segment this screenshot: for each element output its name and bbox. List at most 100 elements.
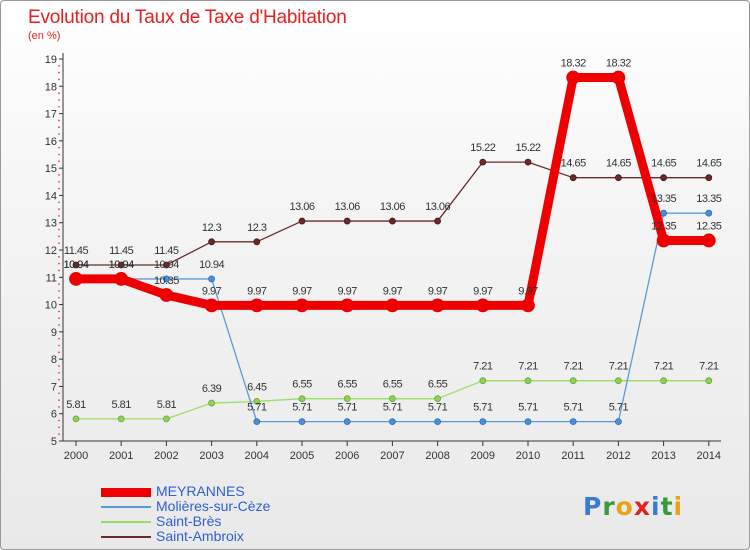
data-label: 6.45 [247, 381, 267, 393]
data-point [569, 174, 577, 182]
data-label: 14.65 [696, 158, 721, 170]
data-point [72, 415, 80, 423]
data-point [298, 418, 306, 426]
y-minor-dot [58, 215, 60, 217]
y-minor-dot [58, 235, 60, 238]
data-label: 13.06 [425, 201, 450, 213]
data-label: 6.55 [292, 379, 312, 391]
data-label: 9.97 [473, 285, 493, 297]
x-tick-label: 2008 [425, 450, 449, 462]
data-point [253, 398, 261, 405]
data-label: 12.35 [651, 220, 676, 232]
data-label: 5.71 [609, 402, 629, 414]
data-label: 18.32 [561, 58, 586, 70]
y-tick-label: 13 [45, 218, 57, 230]
data-label: 5.71 [292, 402, 312, 414]
y-minor-dot [58, 296, 60, 299]
data-point [208, 399, 216, 407]
x-tick-label: 2006 [335, 450, 359, 462]
data-label: 18.32 [606, 58, 631, 70]
data-label: 5.71 [473, 402, 493, 414]
x-tick-label: 2000 [64, 450, 88, 462]
data-label: 10.94 [154, 259, 179, 271]
x-tick-label: 2007 [380, 450, 404, 462]
data-point [479, 377, 487, 385]
data-point [343, 418, 351, 426]
data-label: 11.45 [64, 245, 89, 257]
y-tick-label: 6 [51, 409, 57, 421]
y-minor-dot [58, 324, 60, 326]
data-point [253, 418, 261, 426]
data-label: 13.06 [289, 201, 314, 213]
data-label: 10.94 [199, 259, 224, 271]
data-label: 15.22 [515, 142, 540, 154]
y-minor-dot [58, 174, 60, 176]
y-minor-dot [58, 187, 60, 190]
x-tick-label: 2014 [697, 450, 721, 462]
logo-letter: i [651, 492, 661, 521]
data-point [208, 238, 216, 246]
data-label: 5.81 [157, 399, 177, 411]
data-point [204, 298, 219, 313]
data-label: 6.55 [383, 379, 403, 391]
data-label: 9.97 [202, 285, 222, 297]
y-tick-label: 14 [45, 190, 57, 202]
data-label: 5.81 [66, 399, 86, 411]
y-minor-dot [58, 371, 60, 374]
y-tick-label: 9 [51, 327, 57, 339]
data-label: 11.45 [109, 245, 134, 257]
y-minor-dot [58, 65, 60, 67]
y-minor-dot [58, 406, 60, 408]
logo-letter: i [673, 492, 684, 521]
y-minor-dot [58, 208, 60, 210]
y-tick-label: 11 [46, 272, 57, 284]
y-tick-label: 7 [51, 381, 57, 393]
data-point [615, 418, 622, 426]
data-label: 14.65 [561, 158, 586, 170]
data-point [388, 217, 396, 225]
data-point [660, 377, 667, 385]
data-point [162, 261, 170, 269]
data-label: 13.06 [380, 201, 405, 213]
data-label: 9.97 [383, 285, 403, 297]
data-point [524, 377, 532, 385]
data-point [524, 158, 532, 166]
y-minor-dot [58, 256, 60, 258]
data-point [475, 298, 490, 313]
data-point [343, 217, 351, 225]
y-minor-dot [58, 119, 60, 122]
data-point [521, 298, 535, 313]
data-point [705, 174, 713, 182]
x-tick-label: 2003 [199, 450, 223, 462]
y-minor-dot [58, 378, 60, 381]
data-point [69, 272, 83, 286]
legend-swatch [101, 521, 151, 523]
data-label: 9.97 [518, 285, 538, 297]
data-point [249, 298, 264, 313]
y-minor-dot [58, 160, 60, 163]
series-line [71, 73, 714, 310]
data-label: 12.35 [696, 220, 721, 232]
data-label: 15.22 [470, 142, 495, 154]
legend-label: Saint-Ambroix [156, 528, 244, 544]
y-minor-dot [58, 433, 60, 435]
y-tick-label: 12 [45, 245, 57, 257]
data-label: 14.65 [606, 158, 631, 170]
y-minor-dot [58, 351, 60, 354]
y-tick-label: 10 [45, 300, 57, 312]
y-minor-dot [58, 426, 60, 429]
x-tick-label: 2010 [516, 450, 540, 462]
y-minor-dot [58, 133, 60, 135]
data-point [705, 377, 713, 385]
data-label: 12.3 [247, 222, 267, 234]
x-tick-label: 2005 [290, 450, 314, 462]
data-point [479, 418, 487, 426]
data-label: 13.35 [651, 193, 676, 205]
data-point [660, 209, 667, 217]
y-minor-dot [58, 392, 60, 395]
logo-letter: x [633, 492, 651, 521]
data-label: 9.97 [337, 285, 357, 297]
proxiti-logo: Proxiti [583, 492, 683, 521]
chart-title: Evolution du Taux de Taxe d'Habitation [28, 7, 347, 28]
